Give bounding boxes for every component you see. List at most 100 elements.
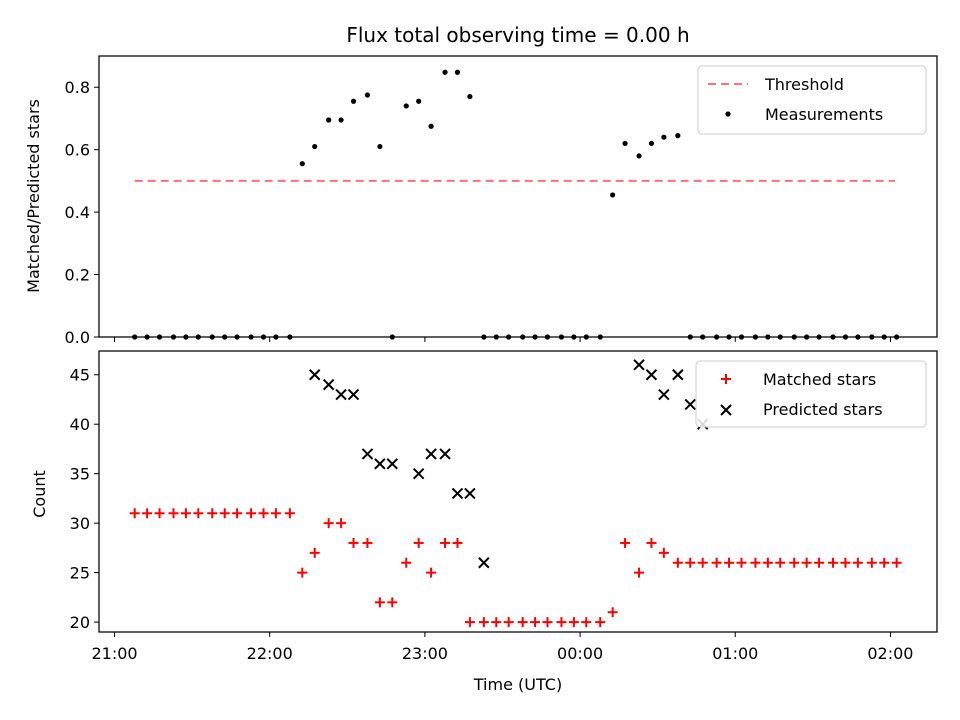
- x-tick-label: 02:00: [867, 644, 913, 663]
- matched-star-marker: [348, 537, 359, 548]
- matched-star-marker: [814, 557, 825, 568]
- matched-star-marker: [866, 557, 877, 568]
- matched-star-marker: [711, 557, 722, 568]
- predicted-star-marker: [309, 369, 321, 381]
- bottom-y-tick-label: 25: [70, 564, 90, 583]
- marker-stroke: [478, 557, 490, 569]
- predicted-star-marker: [633, 359, 645, 371]
- measurement-point: [675, 133, 681, 139]
- legend-predicted-swatch: [720, 404, 732, 416]
- matched-star-marker: [284, 508, 295, 519]
- matched-star-marker: [232, 508, 243, 519]
- top-y-axis-label: Matched/Predicted stars: [24, 99, 43, 293]
- marker-stroke: [451, 487, 464, 500]
- matched-star-marker: [374, 597, 385, 608]
- matched-star-marker: [879, 557, 890, 568]
- legend-measurement-swatch: [725, 111, 731, 117]
- matched-star-marker: [401, 557, 412, 568]
- matched-star-marker: [646, 537, 657, 548]
- matched-star-marker: [828, 557, 839, 568]
- matched-star-marker: [789, 557, 800, 568]
- legend-label-matched: Matched stars: [763, 370, 876, 389]
- matched-star-marker: [658, 547, 669, 558]
- matched-star-marker: [775, 557, 786, 568]
- measurement-point: [312, 143, 318, 150]
- matched-star-marker: [491, 617, 502, 628]
- matched-star-marker: [620, 537, 631, 548]
- matched-star-marker: [193, 508, 204, 519]
- predicted-star-marker: [374, 458, 386, 470]
- measurement-point: [403, 103, 409, 109]
- measurement-point: [364, 92, 371, 98]
- legend-label-predicted: Predicted stars: [763, 400, 883, 419]
- measurement-point: [648, 140, 655, 147]
- top-y-tick-label: 0.4: [65, 203, 90, 222]
- marker-stroke: [361, 448, 374, 460]
- top-y-tick-label: 0.0: [65, 328, 90, 347]
- bottom-plot-frame: [98, 350, 938, 633]
- matched-star-marker: [568, 617, 579, 628]
- bottom-y-tick-label: 20: [70, 613, 90, 632]
- bottom-legend: Matched stars Predicted stars: [695, 360, 927, 428]
- matched-star-marker: [891, 557, 902, 568]
- x-tick-label: 01:00: [712, 644, 758, 663]
- measurement-point: [661, 134, 667, 140]
- matched-star-marker: [478, 617, 489, 628]
- chart-title: Flux total observing time = 0.00 h: [346, 23, 689, 47]
- x-tick-label: 00:00: [557, 644, 603, 663]
- measurement-point: [326, 117, 332, 123]
- matched-star-marker: [736, 557, 747, 568]
- top-plot-frame: [98, 55, 938, 338]
- matched-star-marker: [246, 508, 257, 519]
- matched-star-marker: [762, 557, 773, 568]
- predicted-star-marker: [335, 388, 347, 401]
- predicted-star-marker: [439, 448, 451, 460]
- bottom-plot-area: 20 25 30 35 40 45 21:00 22:00 23:00 00:00 01:00 02:…: [70, 350, 938, 663]
- predicted-star-marker: [386, 458, 399, 470]
- marker-stroke: [633, 359, 645, 371]
- predicted-star-marker: [347, 388, 360, 401]
- marker-stroke: [309, 369, 321, 381]
- marker-stroke: [386, 458, 399, 470]
- marker-stroke: [439, 448, 451, 460]
- predicted-star-marker: [425, 448, 437, 460]
- matched-star-marker: [801, 557, 812, 568]
- matched-star-marker: [517, 617, 528, 628]
- predicted-star-marker: [464, 487, 476, 500]
- measurement-point: [442, 69, 448, 75]
- matched-star-marker: [258, 508, 269, 519]
- marker-stroke: [347, 388, 360, 401]
- marker-stroke: [322, 378, 335, 391]
- matched-star-marker: [750, 557, 761, 568]
- predicted-star-marker: [478, 557, 490, 569]
- measurement-point: [377, 143, 383, 150]
- bottom-y-tick-label: 40: [70, 415, 90, 434]
- matched-star-marker: [362, 537, 373, 548]
- matched-star-marker: [685, 557, 696, 568]
- matched-star-marker: [607, 607, 618, 618]
- x-axis-label: Time (UTC): [473, 675, 562, 694]
- matched-star-marker: [852, 557, 863, 568]
- legend-box: [695, 360, 927, 428]
- predicted-star-marker: [322, 378, 335, 391]
- matched-star-marker: [634, 567, 645, 578]
- marker-stroke: [425, 448, 437, 460]
- measurement-point: [338, 117, 344, 123]
- predicted-star-marker: [645, 369, 658, 381]
- matched-star-marker: [440, 537, 451, 548]
- matched-star-marker: [413, 537, 424, 548]
- legend-label-measurements: Measurements: [765, 105, 883, 124]
- matched-star-marker: [697, 557, 708, 568]
- top-y-tick-label: 0.2: [65, 266, 90, 285]
- matched-star-marker: [207, 508, 218, 519]
- matched-star-marker: [336, 518, 347, 529]
- matched-star-marker: [219, 508, 230, 519]
- matched-star-marker: [724, 557, 735, 568]
- measurement-point: [454, 69, 461, 75]
- measurement-point: [467, 93, 473, 100]
- measurement-point: [299, 161, 305, 167]
- marker-stroke: [672, 369, 684, 381]
- matched-star-marker: [309, 547, 320, 558]
- matched-star-marker: [297, 567, 308, 578]
- matched-star-marker: [129, 508, 140, 519]
